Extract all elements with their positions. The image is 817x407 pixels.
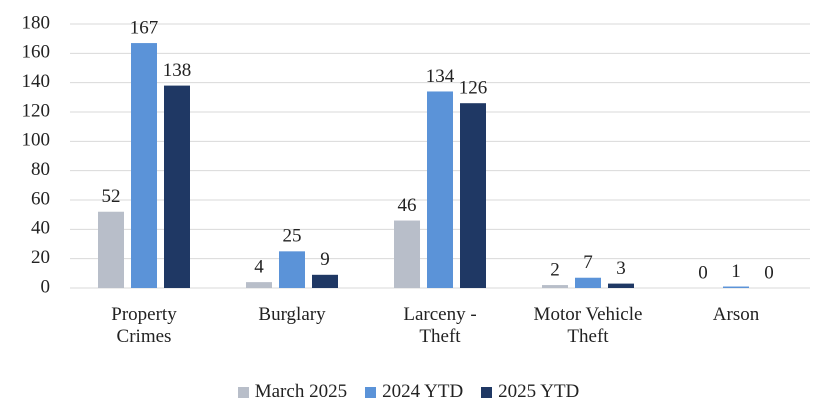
- bar: [98, 211, 124, 288]
- legend-swatch: [237, 386, 249, 398]
- y-tick-label: 20: [31, 247, 50, 268]
- x-tick-label: Property Crimes: [111, 304, 177, 347]
- data-label: 0: [764, 262, 774, 283]
- data-label: 0: [698, 262, 708, 283]
- y-tick-label: 140: [22, 71, 51, 92]
- data-label: 134: [426, 66, 455, 87]
- y-tick-label: 60: [31, 188, 50, 209]
- bar: [164, 85, 190, 288]
- data-label: 3: [616, 258, 626, 279]
- legend-swatch: [481, 386, 493, 398]
- y-tick-label: 80: [31, 159, 50, 180]
- bar: [542, 285, 568, 288]
- data-label: 25: [283, 226, 302, 247]
- legend-swatch: [365, 386, 377, 398]
- y-tick-label: 40: [31, 218, 50, 239]
- bar: [460, 103, 486, 288]
- bar: [575, 277, 601, 288]
- data-label: 52: [102, 186, 121, 207]
- legend-item: March 2025: [237, 381, 348, 403]
- legend: March 2025 2024 YTD 2025 YTD: [0, 381, 817, 403]
- data-label: 4: [254, 256, 264, 277]
- y-tick-label: 100: [22, 130, 51, 151]
- data-label: 167: [130, 17, 159, 38]
- bar: [427, 91, 453, 288]
- bar: [246, 282, 272, 288]
- x-tick-label: Arson: [712, 304, 760, 325]
- bar: [312, 274, 338, 288]
- bar: [279, 251, 305, 288]
- y-tick-label: 0: [41, 276, 51, 297]
- bar: [608, 283, 634, 288]
- y-tick-label: 180: [22, 12, 51, 33]
- y-tick-label: 160: [22, 42, 51, 63]
- data-label: 2: [550, 259, 560, 280]
- bar: [723, 286, 749, 288]
- y-tick-label: 120: [22, 100, 51, 121]
- bar: [131, 43, 157, 288]
- data-label: 46: [398, 195, 417, 216]
- legend-label: 2024 YTD: [382, 381, 464, 402]
- legend-item: 2025 YTD: [481, 381, 579, 403]
- data-label: 126: [459, 78, 488, 99]
- legend-label: 2025 YTD: [498, 381, 580, 402]
- x-tick-label: Larceny - Theft: [403, 304, 477, 347]
- data-label: 7: [583, 252, 593, 273]
- bar: [394, 220, 420, 288]
- legend-item: 2024 YTD: [365, 381, 463, 403]
- legend-label: March 2025: [254, 381, 348, 402]
- x-tick-label: Motor Vehicle Theft: [533, 304, 643, 347]
- x-tick-label: Burglary: [258, 304, 326, 325]
- data-label: 9: [320, 249, 330, 270]
- data-label: 1: [731, 261, 741, 282]
- data-label: 138: [163, 60, 192, 81]
